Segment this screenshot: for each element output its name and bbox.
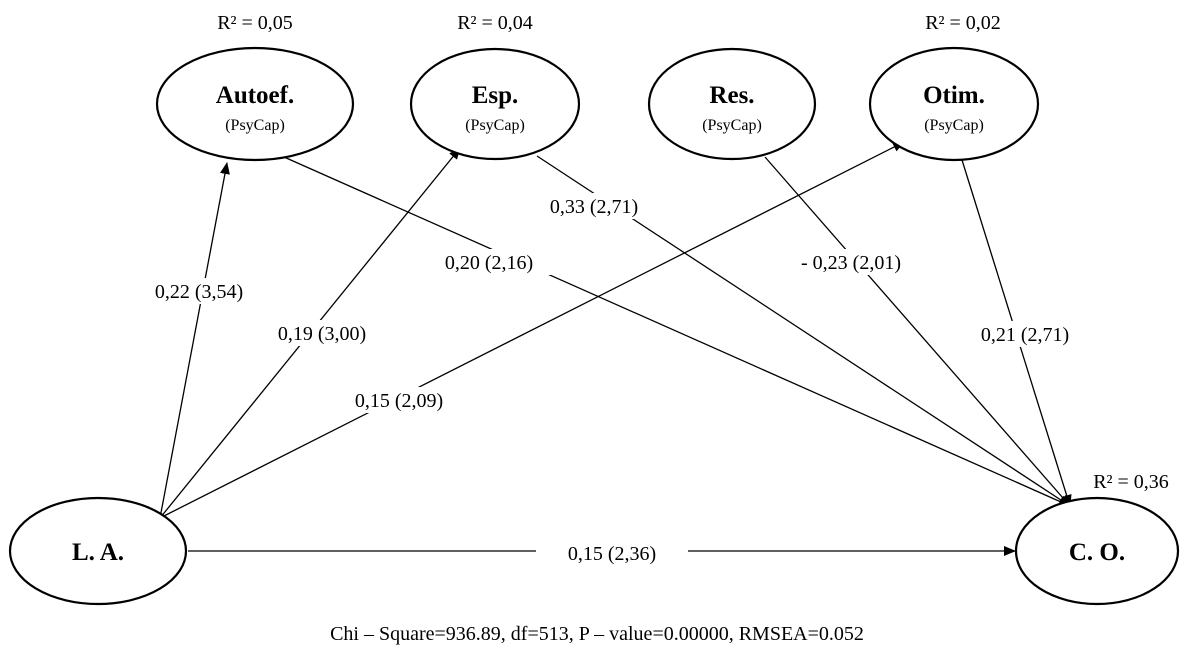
edge-la-autoef <box>159 162 230 519</box>
node-autoef: Autoef. (PsyCap) <box>155 46 355 162</box>
edge-label-autoef-co: 0,20 (2,16) <box>445 252 533 274</box>
node-otim: Otim. (PsyCap) <box>868 46 1040 162</box>
node-esp-sub: (PsyCap) <box>465 117 525 134</box>
edge-res-co <box>764 156 1071 507</box>
r2-co: R² = 0,36 <box>1093 471 1169 493</box>
node-la: L. A. <box>8 496 188 606</box>
node-res: Res. (PsyCap) <box>647 47 817 161</box>
r2-otim: R² = 0,02 <box>925 12 1001 34</box>
edge-label-esp-co: 0,33 (2,71) <box>550 196 638 218</box>
node-otim-label: Otim. <box>923 82 985 109</box>
node-esp-label: Esp. <box>472 82 519 109</box>
edge-label-res-co: - 0,23 (2,01) <box>801 252 901 274</box>
node-autoef-label: Autoef. <box>216 82 294 109</box>
edge-la-otim <box>159 141 905 519</box>
r2-esp: R² = 0,04 <box>457 12 533 34</box>
edge-label-la-autoef: 0,22 (3,54) <box>155 281 243 303</box>
node-la-label: L. A. <box>72 539 124 566</box>
edge-label-la-otim: 0,15 (2,09) <box>355 390 443 412</box>
node-res-label: Res. <box>709 82 754 109</box>
edge-label-la-esp: 0,19 (3,00) <box>278 323 366 345</box>
fit-statistics: Chi – Square=936.89, df=513, P – value=0… <box>330 623 864 645</box>
node-autoef-sub: (PsyCap) <box>225 117 285 134</box>
node-co: C. O. <box>1014 496 1180 606</box>
r2-autoef: R² = 0,05 <box>217 12 293 34</box>
edge-autoef-co <box>283 156 1071 507</box>
node-co-label: C. O. <box>1069 539 1125 566</box>
node-esp: Esp. (PsyCap) <box>409 47 581 161</box>
edge-label-otim-co: 0,21 (2,71) <box>981 324 1069 346</box>
node-otim-sub: (PsyCap) <box>924 117 984 134</box>
node-res-sub: (PsyCap) <box>702 117 762 134</box>
edge-label-la-co: 0,15 (2,36) <box>568 543 656 565</box>
